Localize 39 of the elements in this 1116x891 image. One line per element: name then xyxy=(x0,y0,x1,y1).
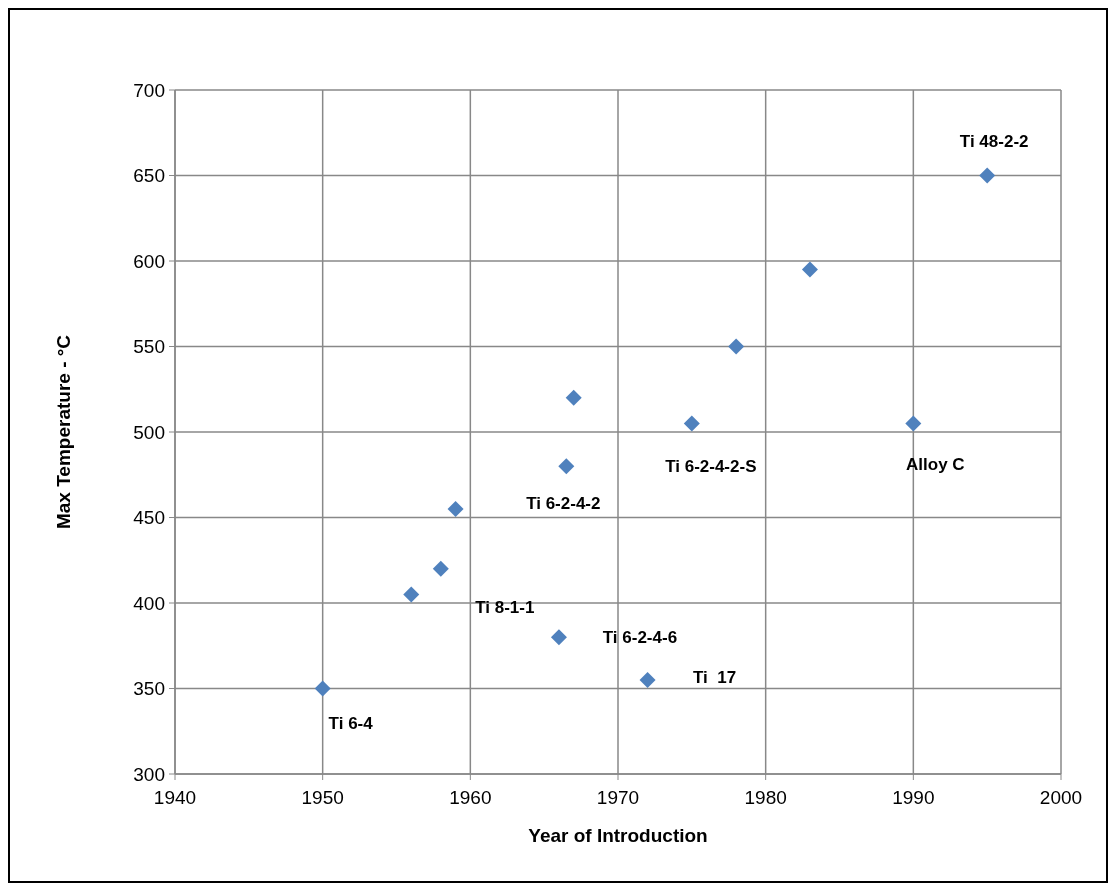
annotation: Alloy C xyxy=(906,455,965,475)
point xyxy=(979,167,996,184)
annotation: Ti 48-2-2 xyxy=(959,132,1029,152)
point xyxy=(558,458,575,475)
y-tick-label: 600 xyxy=(133,250,165,272)
point xyxy=(905,415,922,432)
point xyxy=(801,261,818,278)
x-tick-label: 1960 xyxy=(449,787,492,808)
annotation: Ti 6-2-4-2 xyxy=(526,494,601,514)
point xyxy=(550,629,567,646)
annotation: Ti 6-2-4-2-S xyxy=(665,457,757,477)
x-tick-label: 1950 xyxy=(301,787,344,808)
point xyxy=(565,389,582,406)
x-tick-label: 1970 xyxy=(596,787,640,808)
y-tick-label: 350 xyxy=(133,678,165,700)
point xyxy=(314,680,331,697)
annotation: Ti 17 xyxy=(692,667,737,687)
x-tick-label: 2000 xyxy=(1039,787,1083,808)
point xyxy=(728,338,745,355)
point xyxy=(432,560,449,577)
point xyxy=(639,671,656,688)
annotation: Ti 6-2-4-6 xyxy=(602,628,678,648)
y-tick-label: 700 xyxy=(133,79,165,101)
x-tick-label: 1980 xyxy=(744,787,787,808)
point xyxy=(403,586,420,603)
x-tick-label: 1990 xyxy=(892,787,935,808)
x-tick-label: 1940 xyxy=(153,787,197,808)
annotation: Ti 8-1-1 xyxy=(475,597,535,617)
y-tick-label: 650 xyxy=(133,165,165,187)
point xyxy=(683,415,700,432)
y-tick-label: 500 xyxy=(133,421,165,443)
y-tick-label: 450 xyxy=(133,507,165,529)
y-tick-label: 550 xyxy=(133,336,165,358)
y-axis-title: Max Temperature - °C xyxy=(53,334,74,530)
x-axis-title: Year of Introduction xyxy=(528,825,708,846)
annotation: Ti 6-4 xyxy=(328,714,374,734)
y-tick-label: 300 xyxy=(133,763,165,785)
point xyxy=(447,500,464,517)
y-tick-label: 400 xyxy=(133,592,165,614)
